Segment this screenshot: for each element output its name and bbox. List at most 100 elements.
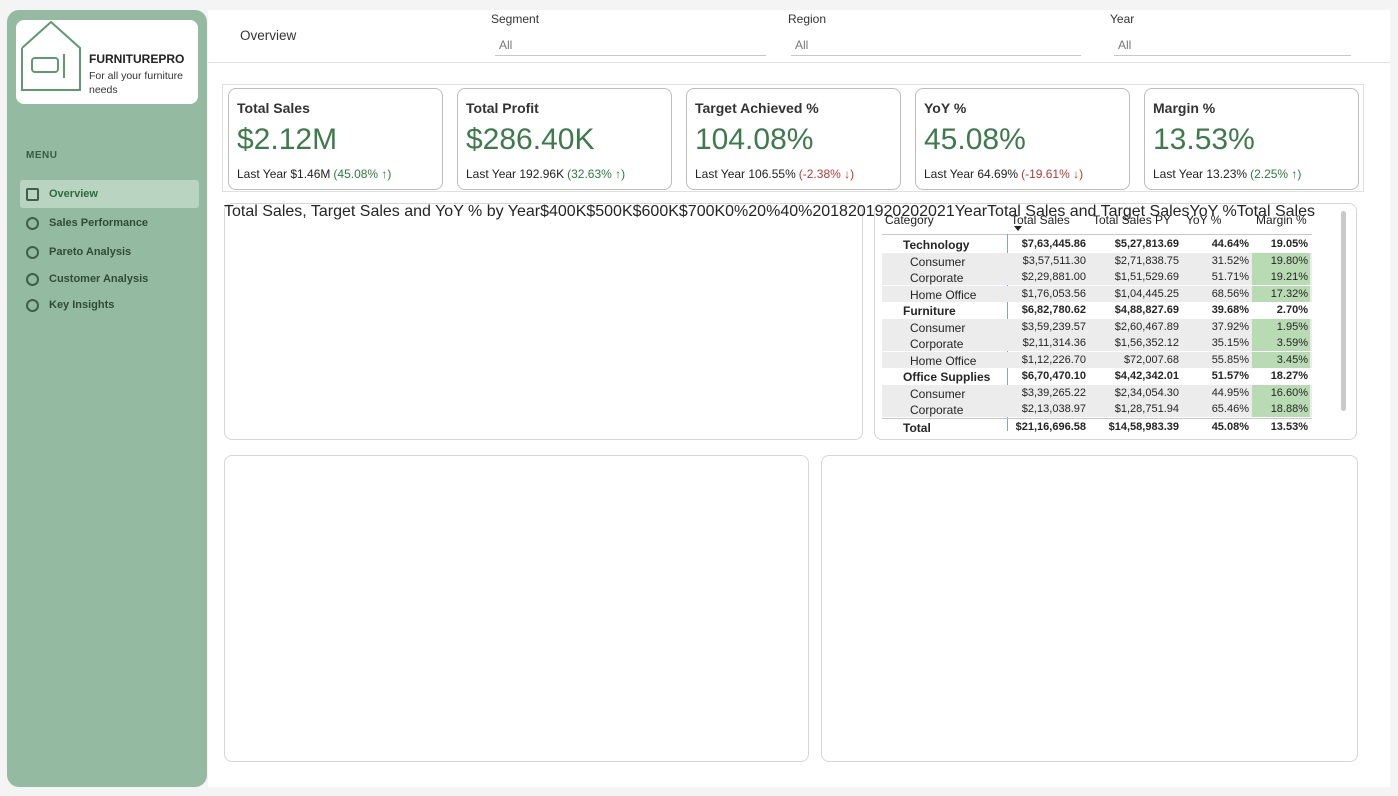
legend-label: Total Sales <box>1236 203 1315 220</box>
kpi-footer: Last Year 192.96K (32.63% ↑) <box>466 167 625 181</box>
total-rule <box>882 417 1312 419</box>
row-band <box>882 335 1312 351</box>
row-band <box>882 351 1312 368</box>
row-label: Home Office <box>910 287 977 302</box>
kpi-footer: Last Year 64.69% (-19.61% ↓) <box>924 167 1083 181</box>
y-tick-label: $400K <box>540 203 587 220</box>
cell: 35.15% <box>1211 337 1249 349</box>
cell: 68.56% <box>1211 287 1249 300</box>
x-tick-label: 2021 <box>919 203 955 220</box>
line-chart-panel <box>224 203 863 440</box>
row-band <box>882 252 1312 269</box>
y2-tick-label: 20% <box>748 203 781 220</box>
sort-arrow <box>1014 226 1022 231</box>
row-label: Total <box>903 420 931 435</box>
menu-item[interactable]: Sales Performance <box>20 209 199 237</box>
cell: 44.95% <box>1211 386 1249 399</box>
header-divider <box>208 62 1390 63</box>
filter-dropdown[interactable]: All <box>791 32 1081 56</box>
menu-item[interactable]: Pareto Analysis <box>20 238 199 266</box>
kpi-title: Margin % <box>1153 100 1216 116</box>
x-tick-label: 2018 <box>812 203 848 220</box>
filter-label: Year <box>1110 12 1135 26</box>
cell: $1,04,445.25 <box>1114 287 1179 300</box>
menu-label: Customer Analysis <box>49 273 149 285</box>
filter-value: All <box>795 38 809 52</box>
menu-item[interactable]: Key Insights <box>20 291 199 319</box>
kpi-title: Target Achieved % <box>695 100 819 116</box>
x-axis-title: Year <box>954 203 988 220</box>
cell: 45.08% <box>1211 420 1249 433</box>
cell: $2,29,881.00 <box>1021 271 1086 283</box>
kpi-card: Total Profit $286.40K Last Year 192.96K (32… <box>457 88 672 190</box>
row-label: Home Office <box>910 353 977 368</box>
cell: 51.57% <box>1211 370 1249 382</box>
menu-icon <box>26 298 39 312</box>
filter-dropdown[interactable]: All <box>1114 32 1351 56</box>
row-band <box>882 269 1312 285</box>
kpi-title: YoY % <box>924 100 967 116</box>
cell: $1,76,053.56 <box>1021 287 1086 300</box>
column-header: Margin % <box>1256 213 1307 227</box>
cell: 31.52% <box>1211 254 1249 267</box>
cell: $14,58,983.39 <box>1108 420 1179 433</box>
margin-highlight <box>1252 401 1310 417</box>
scrollbar <box>1341 211 1346 411</box>
cell: 16.60% <box>1270 386 1308 399</box>
cell: $7,63,445.86 <box>1021 238 1086 250</box>
kpi-value: $286.40K <box>466 123 595 156</box>
kpi-strip <box>222 84 1364 192</box>
margin-highlight <box>1252 318 1310 335</box>
row-label: Consumer <box>910 254 966 269</box>
menu-icon <box>26 216 39 230</box>
y-tick-label: $500K <box>586 203 633 220</box>
menu-label: Key Insights <box>49 299 115 311</box>
row-label: Technology <box>903 238 970 252</box>
filter-label: Segment <box>491 12 540 26</box>
menu-item[interactable]: Overview <box>20 180 199 208</box>
logo-sofa <box>31 57 59 73</box>
cell: $1,56,352.12 <box>1114 337 1179 349</box>
row-label: Office Supplies <box>903 370 991 384</box>
line-chart: Total Sales, Target Sales and YoY % by Y… <box>224 203 1315 221</box>
cell: 19.05% <box>1270 238 1308 250</box>
kpi-card: Target Achieved % 104.08% Last Year 106.55… <box>686 88 901 190</box>
row-label: Consumer <box>910 386 966 401</box>
kpi-footer: Last Year 13.23% (2.25% ↑) <box>1153 167 1301 181</box>
row-band <box>882 318 1312 335</box>
filter-value: All <box>499 38 513 52</box>
brand: FURNITUREPRO <box>89 52 185 66</box>
cell: 19.80% <box>1270 254 1308 267</box>
cell: 18.88% <box>1270 403 1308 415</box>
margin-highlight <box>1252 285 1310 302</box>
header-rule <box>882 234 1312 235</box>
menu-icon <box>26 187 39 201</box>
column-header: YoY % <box>1186 213 1222 227</box>
kpi-change: (2.25% ↑) <box>1250 167 1302 181</box>
cell: $5,27,813.69 <box>1114 238 1179 250</box>
logo-house <box>21 20 81 91</box>
cell: 2.70% <box>1276 304 1308 316</box>
row-label: Consumer <box>910 320 966 335</box>
menu-item[interactable]: Customer Analysis <box>20 265 199 293</box>
filter-dropdown[interactable]: All <box>495 32 766 56</box>
margin-highlight <box>1252 384 1310 401</box>
menu-icon <box>26 245 39 259</box>
map-panel <box>224 455 809 762</box>
y-tick-label: $600K <box>632 203 679 220</box>
row-label: Furniture <box>903 304 956 318</box>
cell: $6,70,470.10 <box>1021 370 1086 382</box>
cell: $72,007.68 <box>1123 353 1179 366</box>
logo-icon <box>21 20 81 91</box>
tagline: For all your furniture needs <box>89 70 183 96</box>
y-tick-label: $700K <box>678 203 726 220</box>
cell: $2,60,467.89 <box>1114 320 1179 333</box>
cell: $3,39,265.22 <box>1021 386 1086 399</box>
cell: $2,13,038.97 <box>1021 403 1086 415</box>
kpi-value: 45.08% <box>924 123 1026 156</box>
kpi-last-year: Last Year 106.55% <box>695 167 796 181</box>
cell: $21,16,696.58 <box>1015 420 1086 433</box>
cell: $4,42,342.01 <box>1114 370 1179 382</box>
kpi-card: Total Sales $2.12M Last Year $1.46M (45.08%… <box>228 88 443 190</box>
kpi-change: (-19.61% ↓) <box>1021 167 1084 181</box>
